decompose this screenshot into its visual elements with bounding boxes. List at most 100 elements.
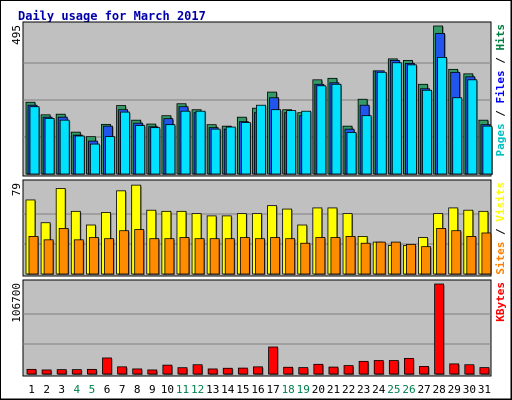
x-tick-label-day-4: 4 [74,383,81,396]
bar-visits-sites-day-10 [164,238,175,275]
bar-visits-sites-day-11 [179,237,190,275]
x-tick-label-day-21: 21 [327,383,340,396]
panel-hits-ymax-label: 495 [10,25,23,45]
x-tick-label-day-6: 6 [104,383,111,396]
bar-visits-sites-day-26 [406,243,416,275]
bar-hits-pages-day-22 [346,132,357,175]
panel-visits-ymax-label: 79 [10,183,23,196]
bar-visits-sites-day-3 [58,228,69,275]
bar-visits-sites-day-28 [436,228,447,275]
bar-kbytes-kbytes-day-28 [434,283,445,375]
x-tick-label-day-12: 12 [191,383,204,396]
bar-visits-sites-day-14 [224,238,235,275]
bar-kbytes-kbytes-day-3 [56,369,67,375]
bar-hits-pages-day-29 [452,97,463,175]
bar-kbytes-kbytes-day-4 [71,369,82,375]
bar-hits-pages-day-20 [316,85,327,175]
bar-hits-pages-day-26 [407,64,417,175]
bar-kbytes-kbytes-day-8 [132,368,143,375]
x-tick-label-day-5: 5 [89,383,96,396]
x-tick-label-day-7: 7 [119,383,126,396]
bar-hits-pages-day-19 [301,110,312,175]
bar-hits-pages-day-3 [59,119,70,175]
bar-hits-pages-day-7 [120,111,130,175]
legend-item-kbytes: KBytes [494,282,507,322]
x-tick-label-day-29: 29 [448,383,461,396]
bar-hits-pages-day-1 [29,106,40,175]
bar-visits-sites-day-9 [149,238,160,275]
bar-kbytes-kbytes-day-14 [222,367,233,375]
legend-separator: / [494,51,507,71]
x-tick-label-day-10: 10 [161,383,174,396]
x-tick-label-day-16: 16 [251,383,264,396]
bar-hits-pages-day-24 [376,71,387,175]
bar-hits-pages-day-2 [44,117,55,175]
legend-item-pages: Pages [494,123,507,156]
bar-kbytes-kbytes-day-23 [358,360,369,375]
bar-visits-sites-day-15 [239,237,250,275]
bar-kbytes-kbytes-day-9 [147,369,158,375]
bar-hits-pages-day-12 [195,110,206,175]
legend-item-visits: Visits [494,182,507,222]
bar-hits-pages-day-15 [240,122,251,175]
bar-visits-sites-day-20 [315,237,326,275]
bar-kbytes-kbytes-day-5 [86,368,97,375]
bar-visits-sites-day-27 [421,246,431,275]
bar-visits-sites-day-23 [360,242,371,275]
bar-visits-sites-day-5 [88,237,99,275]
bar-kbytes-kbytes-day-13 [207,368,218,375]
bar-visits-sites-day-4 [73,239,84,275]
x-tick-label-day-26: 26 [402,383,415,396]
bar-visits-sites-day-17 [270,237,280,275]
legend-item-sites: Sites [494,242,507,275]
panel-visits-legend: Sites / Visits [494,182,507,275]
x-tick-label-day-20: 20 [312,383,325,396]
bar-visits-sites-day-22 [345,236,356,275]
bar-hits-pages-day-18 [286,110,297,175]
panel-kbytes-background [22,279,492,377]
bar-hits-pages-day-25 [391,62,402,175]
bar-kbytes-kbytes-day-19 [298,367,309,375]
bar-kbytes-kbytes-day-16 [253,366,263,375]
x-tick-label-day-23: 23 [357,383,370,396]
x-tick-label-day-24: 24 [372,383,386,396]
bar-kbytes-kbytes-day-24 [373,360,384,375]
bar-hits-pages-day-28 [437,56,448,175]
bar-kbytes-kbytes-day-2 [41,369,52,375]
bar-visits-sites-day-12 [194,238,205,275]
chart-title: Daily usage for March 2017 [18,9,206,23]
bar-visits-sites-day-21 [330,237,341,275]
bar-hits-pages-day-17 [271,109,281,175]
bar-hits-pages-day-16 [256,104,266,175]
bar-visits-sites-day-13 [209,238,220,275]
x-tick-label-day-11: 11 [176,383,189,396]
bar-kbytes-kbytes-day-1 [26,368,37,375]
bar-hits-pages-day-6 [105,136,115,175]
bar-hits-pages-day-9 [150,127,161,175]
bar-visits-sites-day-24 [375,241,386,275]
legend-separator: / [494,104,507,124]
bar-kbytes-kbytes-day-10 [162,364,173,375]
bar-visits-sites-day-31 [481,232,492,275]
x-tick-label-day-17: 17 [266,383,279,396]
panel-kbytes-ymax-label: 106700 [10,283,23,323]
bar-kbytes-kbytes-day-22 [343,365,354,375]
x-tick-label-day-3: 3 [58,383,65,396]
bar-visits-sites-day-25 [390,241,401,275]
bar-visits-sites-day-8 [134,229,145,275]
x-tick-label-day-8: 8 [134,383,141,396]
bar-hits-pages-day-5 [89,143,100,175]
bar-kbytes-kbytes-day-27 [419,366,429,375]
bar-hits-pages-day-21 [331,83,342,175]
x-tick-label-day-30: 30 [463,383,476,396]
bar-hits-pages-day-8 [135,125,146,175]
bar-kbytes-kbytes-day-31 [479,367,490,375]
bar-kbytes-kbytes-day-20 [313,363,324,375]
bar-visits-sites-day-30 [466,236,477,275]
bar-kbytes-kbytes-day-26 [404,357,414,375]
x-tick-label-day-2: 2 [43,383,50,396]
x-tick-label-day-14: 14 [221,383,235,396]
bar-visits-sites-day-19 [300,242,311,275]
